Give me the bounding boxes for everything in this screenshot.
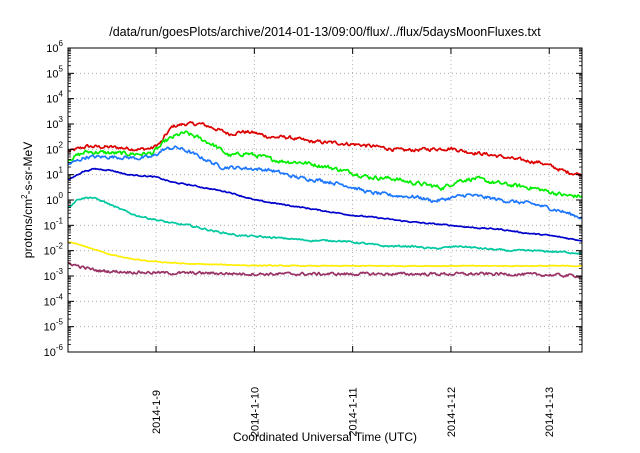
y-tick-base: 10 [46, 144, 58, 156]
y-tick-base: 10 [46, 94, 58, 106]
y-tick-labels: 10-610-510-410-310-210-11001011021031041… [44, 39, 64, 359]
grid-lines [68, 48, 582, 352]
y-tick-exponent: 2 [59, 140, 64, 149]
y-tick-base: 10 [44, 347, 56, 359]
y-axis-label-exponent: 2 [20, 194, 29, 199]
y-tick-label: 101 [46, 166, 63, 182]
series-line-6 [67, 241, 583, 268]
y-tick-base: 10 [44, 296, 56, 308]
x-tick-labels: 2014-1-9 2014-1-10 2014-1-11 2014-1-12 2014-… [151, 387, 556, 437]
y-tick-exponent: 5 [59, 64, 64, 73]
series-line-7 [67, 261, 583, 279]
y-tick-exponent: -2 [56, 242, 64, 251]
y-tick-label: 104 [46, 90, 63, 106]
y-tick-base: 10 [44, 246, 56, 258]
series-line-2 [67, 130, 583, 199]
y-tick-base: 10 [46, 119, 58, 131]
series-layer [67, 120, 583, 279]
y-tick-exponent: 0 [59, 191, 64, 200]
y-tick-base: 10 [46, 170, 58, 182]
x-axis-label: Coordinated Universal Time (UTC) [233, 430, 417, 444]
y-tick-label: 106 [46, 39, 63, 55]
y-tick-label: 103 [46, 115, 63, 131]
y-tick-label: 10-2 [44, 242, 64, 258]
y-tick-label: 10-6 [44, 343, 64, 359]
y-tick-exponent: 1 [59, 166, 64, 175]
y-axis-label-rest: -s-sr-MeV [21, 142, 35, 195]
x-tick-label: 2014-1-11 [348, 387, 360, 436]
y-tick-base: 10 [44, 271, 56, 283]
y-tick-base: 10 [46, 68, 58, 80]
y-tick-label: 10-1 [44, 216, 64, 232]
y-tick-exponent: -1 [56, 216, 64, 225]
y-tick-exponent: 3 [59, 115, 64, 124]
series-line-1 [67, 120, 583, 177]
x-tick-label: 2014-1-13 [544, 387, 556, 437]
y-tick-base: 10 [46, 195, 58, 207]
y-tick-exponent: -3 [56, 267, 64, 276]
y-tick-exponent: 6 [59, 39, 64, 48]
y-tick-exponent: 4 [59, 90, 64, 99]
y-tick-base: 10 [46, 43, 58, 55]
x-tick-label: 2014-1-9 [151, 390, 163, 434]
y-tick-label: 100 [46, 191, 63, 207]
y-tick-exponent: -6 [56, 343, 64, 352]
series-line-4 [67, 167, 583, 242]
series-line-3 [67, 145, 583, 220]
y-axis-label: protons/cm2-s-sr-MeV [20, 142, 35, 258]
y-tick-label: 10-3 [44, 267, 64, 283]
y-tick-base: 10 [44, 322, 56, 334]
y-tick-label: 10-5 [44, 318, 64, 334]
y-tick-exponent: -5 [56, 318, 64, 327]
y-axis-label-main: protons/cm [21, 199, 35, 258]
chart-title: /data/run/goesPlots/archive/2014-01-13/0… [109, 25, 541, 39]
axis-ticks [68, 47, 582, 353]
x-tick-label: 2014-1-12 [446, 387, 458, 437]
x-tick-label: 2014-1-10 [249, 387, 261, 437]
y-tick-label: 102 [46, 140, 63, 156]
y-tick-label: 10-4 [44, 292, 64, 308]
series-line-5 [68, 196, 583, 255]
y-tick-exponent: -4 [56, 292, 64, 301]
y-tick-base: 10 [44, 220, 56, 232]
y-tick-label: 105 [46, 64, 63, 80]
